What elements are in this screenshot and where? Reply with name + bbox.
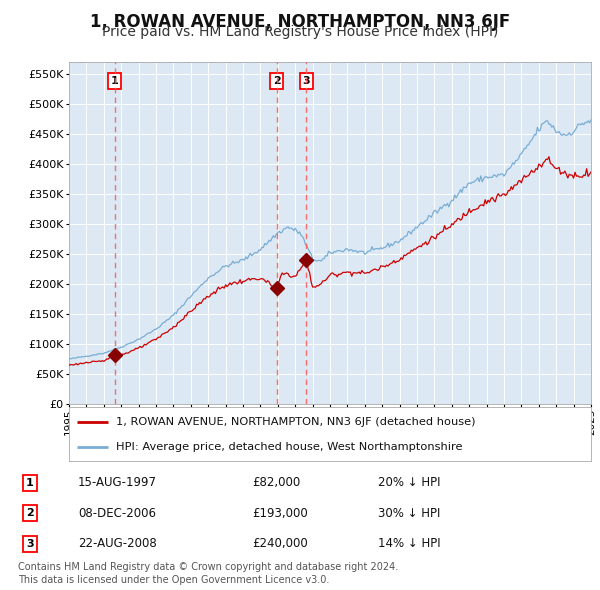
Text: 1: 1 xyxy=(26,478,34,487)
Text: 3: 3 xyxy=(302,76,310,86)
Text: HPI: Average price, detached house, West Northamptonshire: HPI: Average price, detached house, West… xyxy=(116,442,463,452)
Text: 08-DEC-2006: 08-DEC-2006 xyxy=(78,507,156,520)
Text: 30% ↓ HPI: 30% ↓ HPI xyxy=(378,507,440,520)
Text: £82,000: £82,000 xyxy=(252,476,300,489)
Text: £240,000: £240,000 xyxy=(252,537,308,550)
Text: Contains HM Land Registry data © Crown copyright and database right 2024.: Contains HM Land Registry data © Crown c… xyxy=(18,562,398,572)
Text: 1, ROWAN AVENUE, NORTHAMPTON, NN3 6JF (detached house): 1, ROWAN AVENUE, NORTHAMPTON, NN3 6JF (d… xyxy=(116,417,475,427)
Text: 2: 2 xyxy=(26,509,34,518)
Text: Price paid vs. HM Land Registry's House Price Index (HPI): Price paid vs. HM Land Registry's House … xyxy=(102,25,498,40)
Text: 15-AUG-1997: 15-AUG-1997 xyxy=(78,476,157,489)
Text: 1: 1 xyxy=(111,76,118,86)
Text: 20% ↓ HPI: 20% ↓ HPI xyxy=(378,476,440,489)
Text: 2: 2 xyxy=(273,76,280,86)
Text: 14% ↓ HPI: 14% ↓ HPI xyxy=(378,537,440,550)
Text: 22-AUG-2008: 22-AUG-2008 xyxy=(78,537,157,550)
Text: This data is licensed under the Open Government Licence v3.0.: This data is licensed under the Open Gov… xyxy=(18,575,329,585)
Text: £193,000: £193,000 xyxy=(252,507,308,520)
Text: 3: 3 xyxy=(26,539,34,549)
Text: 1, ROWAN AVENUE, NORTHAMPTON, NN3 6JF: 1, ROWAN AVENUE, NORTHAMPTON, NN3 6JF xyxy=(90,13,510,31)
